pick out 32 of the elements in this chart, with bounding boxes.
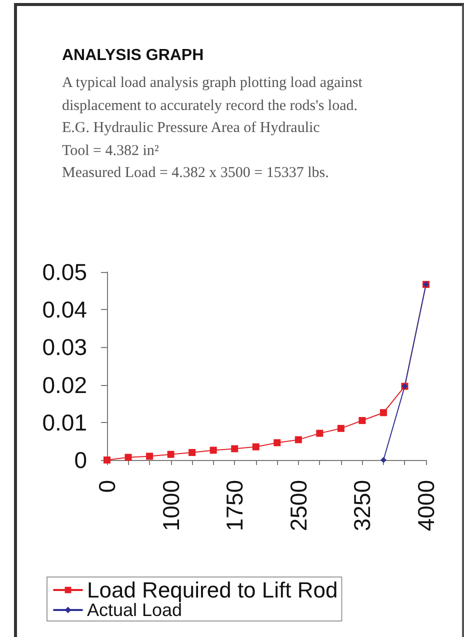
x-tick-label: 3250 bbox=[349, 480, 376, 532]
y-tick-label: 0 bbox=[74, 447, 87, 473]
text: Measured Load = 4.382 x 3500 = 15337 lbs. bbox=[62, 164, 330, 183]
point bbox=[380, 457, 386, 463]
point bbox=[380, 409, 387, 416]
x-tick-label: 1750 bbox=[222, 480, 248, 532]
chart-title: ANALYSIS GRAPH bbox=[62, 46, 205, 66]
y-tick-label: 0.02 bbox=[42, 372, 87, 398]
y-tick-label: 0.03 bbox=[42, 334, 87, 360]
x-tick-label: 0 bbox=[94, 480, 120, 493]
point bbox=[210, 446, 217, 454]
y-tick-label: 0.04 bbox=[42, 296, 88, 323]
y-tick-label: 0.01 bbox=[42, 409, 87, 436]
point bbox=[337, 424, 344, 432]
x-tick-label: 1000 bbox=[158, 480, 184, 532]
legend-label: Load Required to Lift Rod bbox=[87, 578, 338, 602]
point bbox=[294, 436, 302, 444]
text: Tool = 4.382 in² bbox=[62, 142, 160, 160]
point bbox=[316, 430, 324, 437]
point bbox=[252, 443, 260, 450]
x-tick-label: 2500 bbox=[285, 480, 312, 532]
chart-subtitle: A typical load analysis graph plotting load against displacement to accurately record the rods's load. bbox=[62, 74, 364, 116]
x-tick-label: 4000 bbox=[413, 480, 439, 532]
point bbox=[167, 450, 174, 458]
point bbox=[231, 445, 238, 452]
point bbox=[274, 439, 281, 446]
point bbox=[188, 448, 196, 456]
y-tick-label: 0.05 bbox=[42, 259, 87, 285]
point bbox=[124, 454, 132, 461]
point bbox=[146, 452, 154, 460]
point bbox=[358, 417, 366, 424]
text: E.G. Hydraulic Pressure Area of Hydraulic bbox=[62, 119, 321, 138]
